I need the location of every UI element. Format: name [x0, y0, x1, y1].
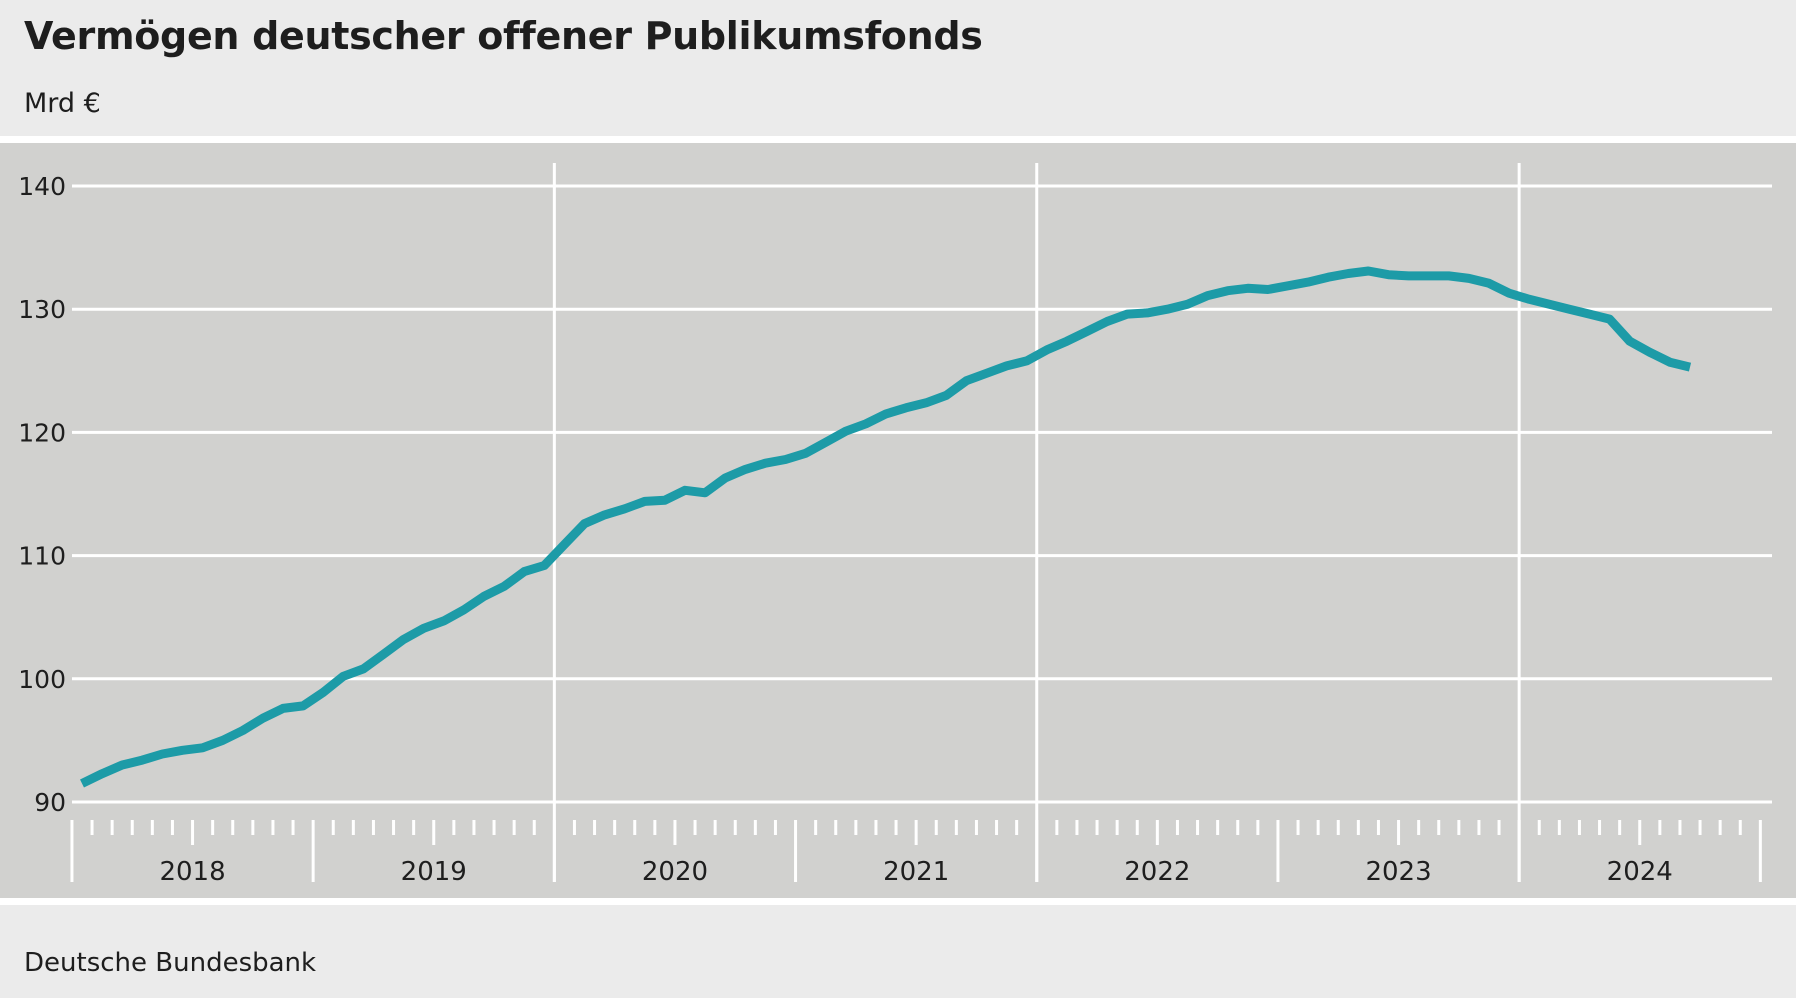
x-tick-label: 2020 — [642, 857, 708, 887]
y-tick-label: 110 — [18, 542, 66, 571]
y-tick-label: 100 — [18, 665, 66, 694]
x-tick-label: 2018 — [159, 857, 225, 887]
bottom-divider — [0, 898, 1796, 905]
source-label: Deutsche Bundesbank — [24, 948, 317, 978]
gridlines — [72, 163, 1772, 882]
x-tick-label: 2019 — [401, 857, 467, 887]
x-tick-label: 2023 — [1365, 857, 1431, 887]
y-tick-label: 90 — [34, 788, 66, 817]
y-tick-label: 130 — [18, 295, 66, 324]
y-tick-label: 120 — [18, 418, 66, 447]
y-axis: 90 100 110 120 130 140 — [18, 172, 66, 817]
series-line — [80, 266, 1692, 788]
unit-label: Mrd € — [24, 88, 101, 119]
x-tick-label: 2022 — [1124, 857, 1190, 887]
x-axis: 2018 2019 2020 2021 2022 2023 2024 — [70, 820, 1762, 887]
x-tick-label: 2024 — [1607, 857, 1673, 887]
chart-title: Vermögen deutscher offener Publikumsfond… — [24, 14, 983, 58]
top-divider — [0, 136, 1796, 143]
x-tick-label: 2021 — [883, 857, 949, 887]
y-tick-label: 140 — [18, 172, 66, 201]
plot-background — [0, 143, 1796, 898]
